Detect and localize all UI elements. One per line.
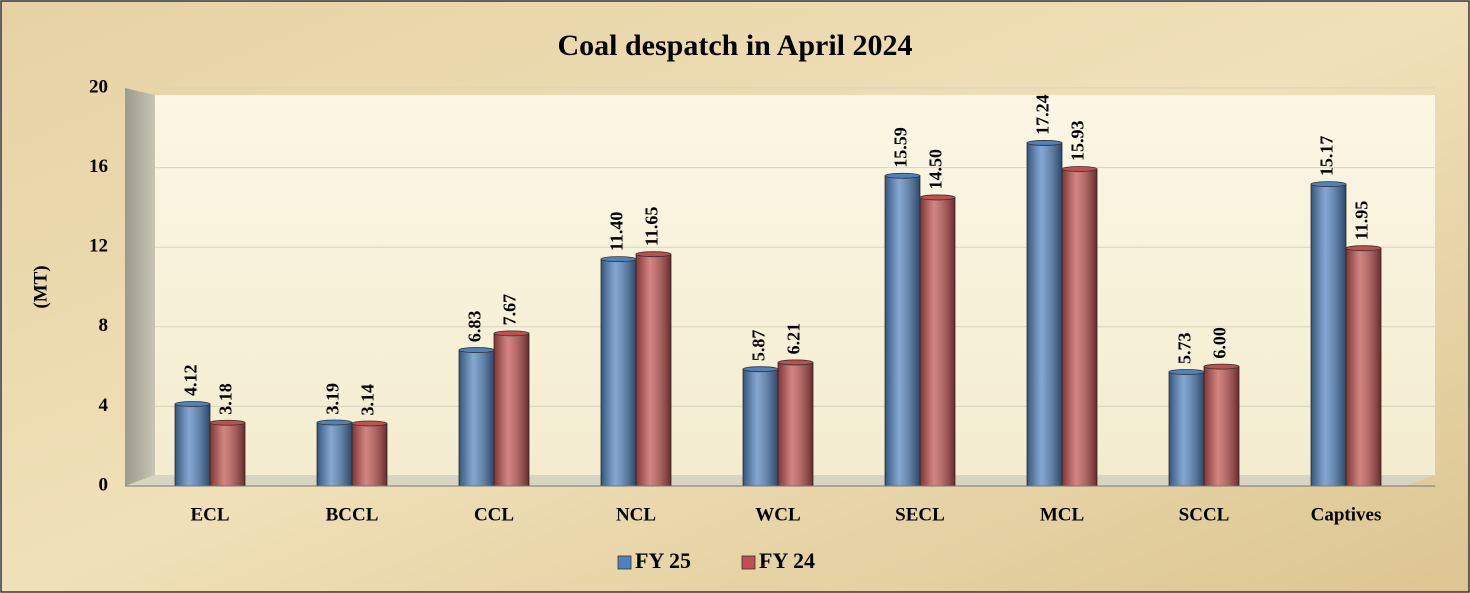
bar-cap: [174, 401, 211, 407]
data-label: 6.21: [784, 323, 804, 355]
bar-shade: [494, 333, 529, 486]
bar-shade: [210, 422, 245, 486]
data-label: 4.12: [181, 365, 201, 397]
bar-shade: [1346, 248, 1381, 486]
bar-shade: [175, 404, 210, 486]
bar-cap: [493, 330, 530, 337]
y-tick-label: 4: [99, 395, 109, 416]
bar-shade: [885, 175, 920, 486]
data-label: 6.00: [1210, 327, 1230, 359]
legend-label: FY 24: [759, 548, 815, 573]
data-label: 14.50: [926, 149, 946, 190]
bar-shade: [601, 259, 636, 486]
data-label: 15.17: [1317, 136, 1337, 177]
data-label: 7.67: [500, 294, 520, 326]
bar-cap: [777, 359, 814, 366]
x-tick-label: ECL: [190, 504, 229, 525]
bar-shade: [459, 350, 494, 486]
data-label: 11.40: [607, 212, 627, 252]
bar-shade: [636, 254, 671, 486]
bar-shade: [920, 197, 955, 486]
bar-shade: [1062, 168, 1097, 487]
bar-cap: [1345, 245, 1382, 252]
bar-shade: [352, 423, 387, 486]
y-tick-label: 12: [89, 236, 108, 257]
y-axis-label: (MT): [30, 265, 51, 308]
side-wall: [125, 88, 155, 486]
x-tick-label: BCCL: [326, 504, 379, 525]
bar-shade: [1169, 371, 1204, 486]
data-label: 5.73: [1175, 332, 1195, 364]
x-tick-label: SECL: [895, 504, 945, 525]
y-tick-label: 8: [99, 315, 109, 336]
bar-shade: [1204, 366, 1239, 486]
x-tick-label: CCL: [474, 504, 514, 525]
y-tick-label: 16: [89, 156, 108, 177]
bar-cap: [1061, 166, 1098, 172]
bar-cap: [351, 420, 388, 427]
data-label: 3.14: [358, 384, 378, 416]
data-label: 3.18: [216, 383, 236, 415]
data-label: 17.24: [1033, 94, 1053, 135]
x-tick-label: Captives: [1311, 504, 1382, 525]
bar-cap: [919, 194, 956, 201]
bar-cap: [635, 251, 672, 258]
x-tick-label: WCL: [755, 504, 800, 525]
bar-shade: [1027, 142, 1062, 486]
data-label: 3.19: [323, 383, 343, 415]
chart-title: Coal despatch in April 2024: [557, 29, 912, 62]
bar-shade: [743, 369, 778, 486]
data-label: 11.95: [1352, 201, 1372, 241]
y-tick-label: 0: [99, 474, 109, 495]
data-label: 11.65: [642, 207, 662, 247]
bar-cap: [742, 366, 779, 373]
bar-cap: [1203, 363, 1240, 370]
data-label: 15.93: [1068, 120, 1088, 161]
bar-cap: [1310, 181, 1347, 188]
bar-cap: [316, 419, 353, 426]
bar-cap: [1026, 140, 1063, 146]
bar-cap: [209, 419, 246, 426]
data-label: 6.83: [465, 311, 485, 343]
bar-cap: [458, 347, 495, 353]
x-tick-label: SCCL: [1179, 504, 1230, 525]
legend-swatch: [617, 555, 632, 570]
y-tick-label: 20: [89, 76, 108, 97]
legend-swatch: [741, 555, 756, 570]
bar-cap: [884, 172, 921, 179]
data-label: 15.59: [891, 127, 911, 168]
bar-shade: [1311, 184, 1346, 486]
x-tick-label: MCL: [1040, 504, 1084, 525]
bar-shade: [778, 362, 813, 486]
bar-cap: [600, 256, 637, 263]
bar-cap: [1168, 369, 1205, 375]
data-label: 5.87: [749, 330, 769, 362]
legend-label: FY 25: [635, 548, 691, 573]
x-tick-label: NCL: [616, 504, 656, 525]
bar-shade: [317, 422, 352, 486]
